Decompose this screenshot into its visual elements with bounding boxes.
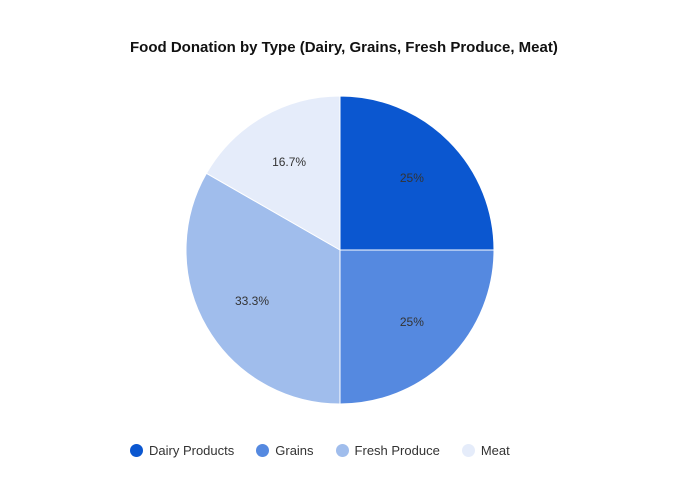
legend-label-grains: Grains bbox=[275, 443, 314, 458]
legend-swatch-meat bbox=[461, 444, 475, 457]
legend-swatch-fresh-produce bbox=[335, 444, 349, 457]
pie-slice-dairy-products[interactable] bbox=[339, 95, 495, 251]
legend-label-meat: Meat bbox=[480, 443, 510, 458]
legend-swatch-dairy-products bbox=[130, 444, 143, 457]
legend-item-meat[interactable]: Meat bbox=[461, 443, 510, 458]
pie-slices bbox=[185, 95, 495, 405]
slice-label-fresh-produce: 33.3% bbox=[235, 294, 269, 308]
pie-labels: 25% 25% 33.3% 16.7% bbox=[235, 155, 424, 329]
pie-slice-meat[interactable] bbox=[205, 95, 341, 251]
legend-label-fresh-produce: Fresh Produce bbox=[354, 443, 440, 458]
pie-slice-fresh-produce[interactable] bbox=[185, 172, 341, 405]
chart-title: Food Donation by Type (Dairy, Grains, Fr… bbox=[130, 39, 558, 56]
legend-item-fresh-produce[interactable]: Fresh Produce bbox=[335, 443, 440, 458]
chart-legend: Dairy Products Grains Fresh Produce Meat bbox=[130, 443, 532, 458]
slice-label-grains: 25% bbox=[400, 315, 424, 329]
pie-slice-grains[interactable] bbox=[339, 249, 495, 405]
legend-item-grains[interactable]: Grains bbox=[256, 443, 314, 458]
legend-swatch-grains bbox=[256, 444, 270, 457]
legend-item-dairy-products[interactable]: Dairy Products bbox=[130, 443, 234, 458]
slice-label-dairy-products: 25% bbox=[400, 171, 424, 185]
legend-label-dairy-products: Dairy Products bbox=[149, 443, 235, 458]
slice-label-meat: 16.7% bbox=[272, 155, 306, 169]
